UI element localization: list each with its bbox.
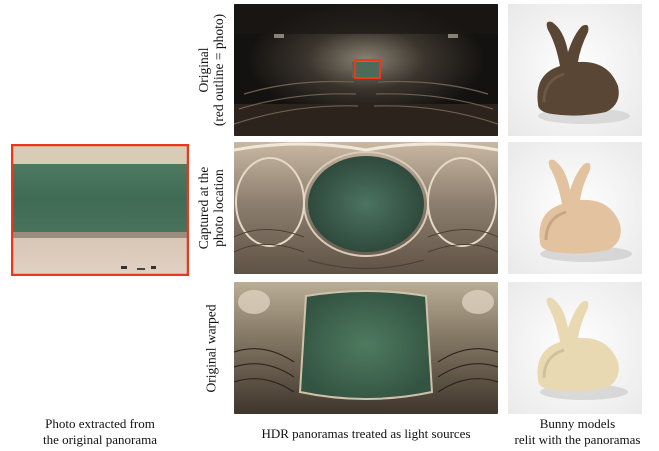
bunny-render-original	[508, 4, 642, 136]
row-label-original: Original (red outline = photo)	[193, 4, 229, 136]
row-label-warped-text: Original warped	[203, 303, 219, 393]
caption-photo-line2: the original panorama	[42, 432, 158, 447]
row-label-original-line1: Original	[196, 47, 211, 93]
caption-photo: Photo extracted from the original panora…	[10, 416, 190, 448]
caption-bunny-line2: relit with the panoramas	[514, 432, 641, 447]
row-label-original-line2: (red outline = photo)	[211, 13, 226, 127]
panorama-original	[234, 4, 498, 136]
caption-bunny-line1: Bunny models	[539, 416, 616, 431]
bunny-render-warped	[508, 282, 642, 414]
row-label-warped: Original warped	[193, 282, 229, 414]
extracted-photo	[11, 144, 189, 276]
caption-panoramas: HDR panoramas treated as light sources	[226, 426, 506, 442]
panorama-captured	[234, 142, 498, 274]
caption-photo-line1: Photo extracted from	[45, 416, 155, 431]
caption-panoramas-text: HDR panoramas treated as light sources	[261, 426, 471, 441]
panorama-warped	[234, 282, 498, 414]
row-label-captured: Captured at the photo location	[193, 142, 229, 274]
row-label-captured-line1: Captured at the	[196, 166, 212, 250]
caption-bunny: Bunny models relit with the panoramas	[500, 416, 655, 448]
row-label-captured-line2: photo location	[211, 169, 227, 247]
bunny-render-captured	[508, 142, 642, 274]
